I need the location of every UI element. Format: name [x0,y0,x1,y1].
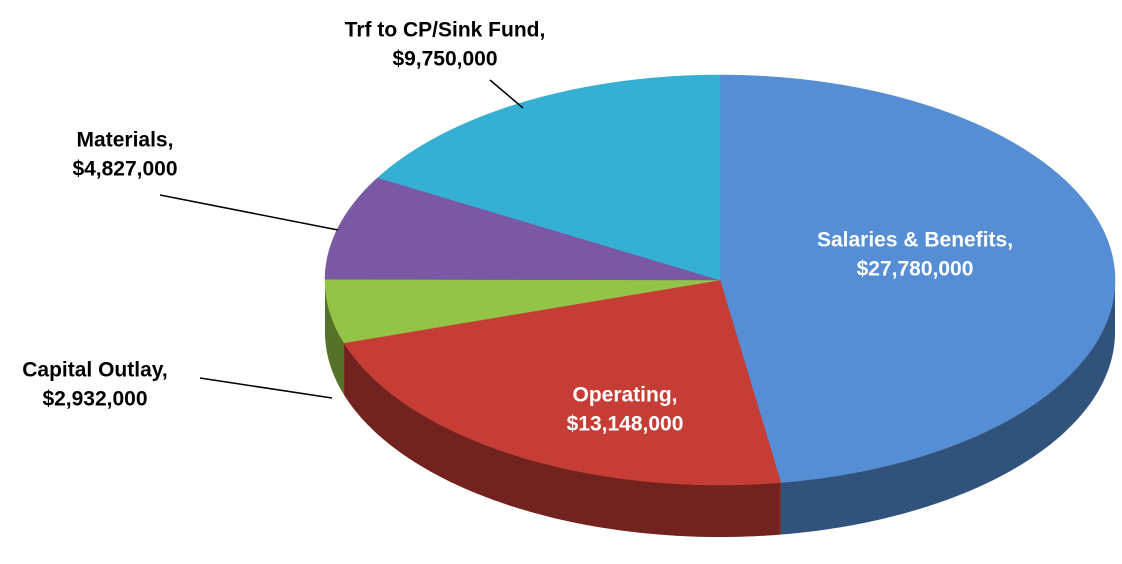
slice [324,279,721,344]
data-label-name: Capital Outlay, [22,359,167,382]
data-label-value: $9,750,000 [392,48,497,71]
data-label-value: $2,932,000 [42,388,147,411]
data-label-name: Trf to CP/Sink Fund, [345,19,546,42]
slice [719,74,1116,483]
slice-side [344,342,781,537]
leader-line [159,194,339,231]
slice [343,279,782,486]
data-label-value: $4,827,000 [72,158,177,181]
slice [377,74,721,281]
data-label-value: $13,148,000 [567,413,684,436]
data-label-value: $27,780,000 [857,258,974,281]
leader-line [489,79,524,109]
data-label-name: Operating, [572,384,677,407]
data-label-name: Materials, [77,129,174,152]
slice-shade [344,342,781,537]
slice-side [325,280,345,395]
slice [324,177,721,281]
slice-shade [325,280,345,395]
leader-line [199,377,333,399]
data-label-name: Salaries & Benefits, [817,229,1013,252]
